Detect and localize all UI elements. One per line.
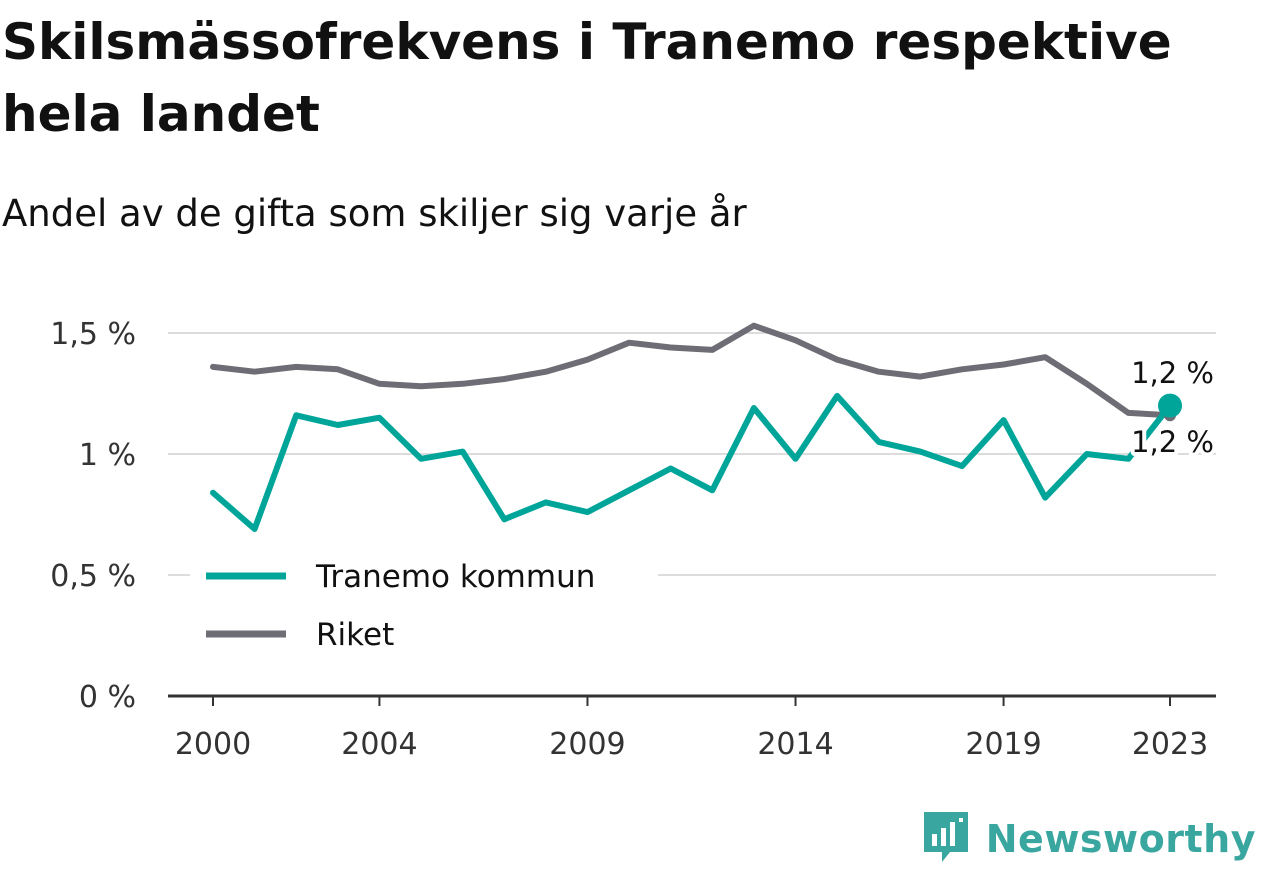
series-end-point: [1158, 393, 1182, 418]
y-tick-label: 1,5 %: [50, 317, 136, 352]
y-tick-label: 0,5 %: [50, 559, 136, 594]
x-tick-label: 2009: [549, 727, 625, 762]
series-line: [210, 322, 1173, 419]
newsworthy-logo-icon: [920, 808, 972, 870]
chart-subtitle: Andel av de gifta som skiljer sig varje …: [2, 192, 747, 235]
y-tick-label: 0 %: [79, 680, 136, 715]
brand-name: Newsworthy: [985, 817, 1256, 861]
legend-label: Tranemo kommun: [315, 559, 595, 595]
x-tick-label: 2019: [965, 727, 1041, 762]
series-line: [210, 392, 1173, 532]
legend-background: [190, 548, 658, 666]
brand-logo: Newsworthy: [920, 809, 1256, 869]
y-tick-label: 1 %: [79, 438, 136, 473]
legend-label: Riket: [316, 617, 394, 653]
x-tick-label: 2023: [1132, 727, 1208, 762]
x-tick-label: 2014: [757, 727, 833, 762]
series-end-label: 1,2 %: [1131, 425, 1214, 459]
x-tick-label: 2004: [341, 727, 417, 762]
x-tick-label: 2000: [175, 727, 251, 762]
series-end-label: 1,2 %: [1131, 356, 1214, 390]
chart-title: Skilsmässofrekvens i Tranemo respektive …: [2, 13, 1172, 143]
